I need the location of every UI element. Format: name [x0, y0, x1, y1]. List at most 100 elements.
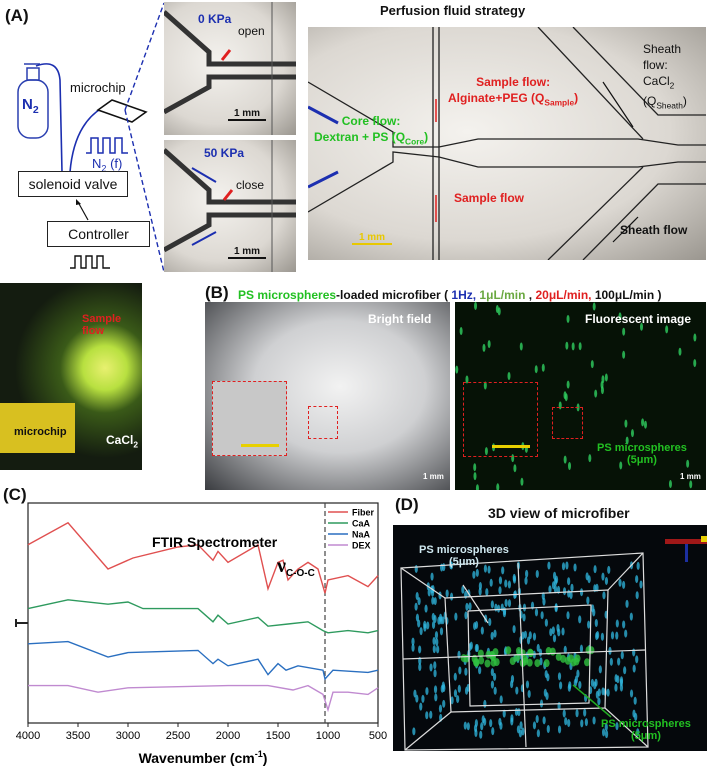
particle [575, 709, 579, 718]
particle [483, 699, 487, 708]
particle [590, 360, 594, 369]
particle [521, 727, 525, 736]
particle [636, 728, 640, 737]
particle [414, 564, 418, 573]
panel-b-title: PS microspheres-loaded microfiber ( 1Hz,… [238, 288, 662, 302]
particle [482, 343, 486, 352]
particle [491, 727, 495, 736]
particle [415, 694, 419, 703]
particle [625, 436, 629, 445]
particle [490, 600, 494, 609]
particle [459, 327, 463, 336]
particle [576, 669, 580, 678]
particle [510, 717, 514, 726]
x-tick-label: 3500 [66, 730, 90, 742]
pressure-label: 50 KPa [204, 146, 245, 160]
x-tick-label: 4000 [16, 730, 40, 742]
particle [609, 657, 613, 666]
controller-box: Controller [47, 221, 150, 247]
particle [457, 684, 461, 693]
particle [583, 708, 587, 717]
particle [600, 386, 604, 395]
particle [427, 588, 431, 597]
particle [429, 663, 433, 672]
x-tick-label: 1000 [316, 730, 340, 742]
particle [617, 657, 621, 666]
particle [563, 455, 567, 464]
particle [592, 716, 596, 725]
series-dex [28, 684, 379, 713]
gas-cylinder-icon [17, 63, 49, 139]
particle [411, 643, 415, 652]
particle [492, 672, 497, 681]
core-flow-label: Core flow: Dextran + PS (QCore) [314, 114, 429, 147]
particle [560, 654, 567, 663]
particle [610, 631, 615, 640]
particle [618, 578, 622, 587]
legend-label: DEX [352, 541, 371, 551]
particle [475, 484, 479, 490]
particle [412, 727, 416, 736]
particle [434, 631, 439, 640]
particle [604, 730, 609, 739]
particle [563, 645, 567, 654]
particle [587, 575, 591, 584]
particle [552, 634, 557, 643]
particle [595, 583, 599, 592]
particle [534, 608, 539, 617]
particle [490, 680, 495, 689]
particle [629, 689, 634, 698]
particle [525, 680, 530, 689]
particle [580, 719, 584, 728]
particle [532, 632, 537, 641]
particle [584, 658, 591, 667]
particle [424, 604, 428, 613]
particle [526, 658, 533, 667]
particle [483, 717, 487, 726]
zoom-region [308, 406, 338, 439]
photo-microchip-label: microchip [14, 426, 67, 438]
particle [507, 371, 511, 380]
particle [487, 340, 491, 349]
particle [485, 588, 489, 597]
particle [557, 725, 562, 734]
particle [493, 686, 497, 695]
particle [630, 429, 634, 438]
particle [573, 563, 577, 572]
particle [689, 480, 693, 489]
fluorescent-label: Fluorescent image [585, 312, 692, 326]
particle [466, 722, 470, 731]
particle [460, 654, 467, 663]
zoom-line [124, 2, 165, 111]
particle [473, 472, 477, 481]
particle [425, 711, 429, 720]
particle [693, 359, 697, 368]
sample-flow-bottom-label: Sample flow [454, 191, 525, 205]
panel-b-label: (B) [205, 283, 229, 302]
particle [517, 708, 521, 717]
particle [496, 604, 501, 613]
particle [513, 464, 517, 473]
particle [535, 569, 539, 578]
particle [600, 632, 605, 641]
particle [614, 683, 618, 692]
particle [507, 599, 512, 608]
annotation: νC-O-C [276, 555, 315, 579]
gas-tube [35, 63, 63, 173]
particle [488, 618, 492, 627]
particle [465, 602, 469, 611]
panel-d-label: (D) [395, 495, 419, 514]
particle [564, 717, 568, 726]
particle [450, 696, 454, 705]
particle [552, 571, 557, 580]
x-tick-label: 3000 [116, 730, 140, 742]
particle [546, 725, 550, 734]
pressure-label: 0 KPa [198, 12, 232, 26]
particle [438, 613, 443, 622]
particle [588, 454, 592, 463]
zoom-line [124, 109, 165, 273]
particle [615, 619, 619, 628]
particle [562, 709, 566, 718]
particle [629, 612, 633, 621]
particle [601, 572, 605, 581]
